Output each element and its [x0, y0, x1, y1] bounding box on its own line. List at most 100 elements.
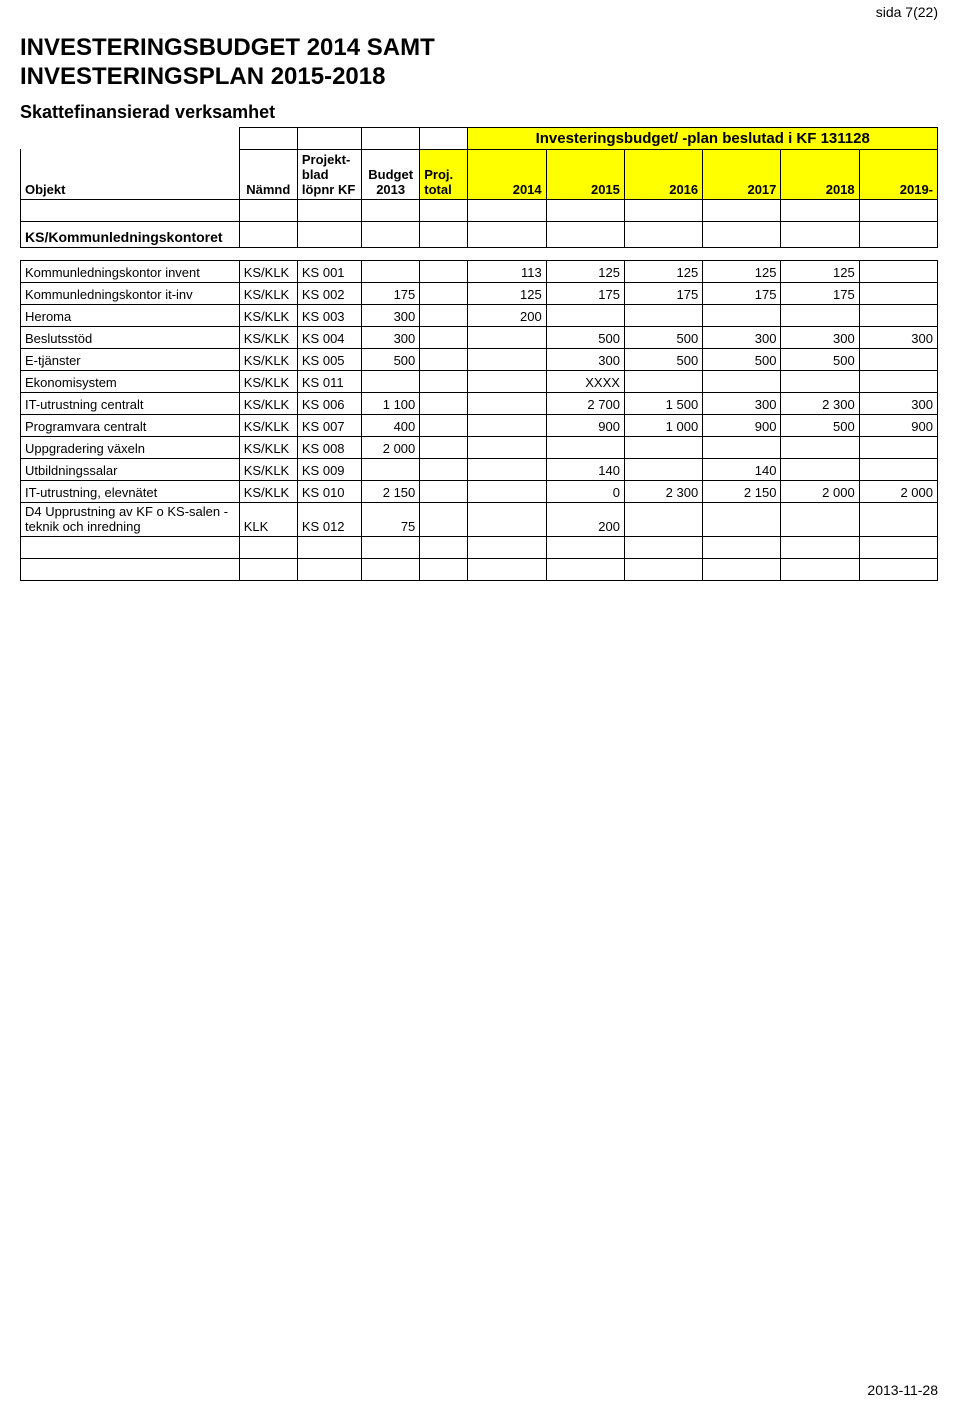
- table-cell: IT-utrustning, elevnätet: [21, 480, 240, 502]
- table-row-empty: [21, 537, 938, 559]
- table-cell: 500: [624, 326, 702, 348]
- table-cell: [468, 326, 546, 348]
- table-cell: 2 300: [781, 392, 859, 414]
- table-cell: [420, 392, 468, 414]
- banner-row: Investeringsbudget/ -plan beslutad i KF …: [21, 127, 938, 149]
- table-cell: [859, 537, 937, 559]
- table-cell: KS/KLK: [239, 458, 297, 480]
- table-row: D4 Upprustning av KF o KS-salen - teknik…: [21, 502, 938, 537]
- table-cell: 0: [546, 480, 624, 502]
- table-cell: KS/KLK: [239, 304, 297, 326]
- table-row: Kommunledningskontor it-invKS/KLKKS 0021…: [21, 282, 938, 304]
- table-row: HeromaKS/KLKKS 003300200: [21, 304, 938, 326]
- table-cell: [859, 370, 937, 392]
- table-cell: [239, 559, 297, 581]
- table-cell: 125: [703, 260, 781, 282]
- table-cell: 500: [546, 326, 624, 348]
- table-cell: KS/KLK: [239, 260, 297, 282]
- table-cell: 2 300: [624, 480, 702, 502]
- table-cell: 500: [624, 348, 702, 370]
- table-cell: 175: [781, 282, 859, 304]
- table-cell: [420, 304, 468, 326]
- table-cell: 300: [859, 326, 937, 348]
- table-cell: KS 011: [297, 370, 361, 392]
- table-cell: 300: [546, 348, 624, 370]
- table-cell: KS/KLK: [239, 282, 297, 304]
- spacer-row: [21, 199, 938, 221]
- col-2019: 2019-: [859, 149, 937, 199]
- table-cell: [781, 436, 859, 458]
- table-cell: 500: [362, 348, 420, 370]
- table-cell: KS/KLK: [239, 392, 297, 414]
- table-cell: XXXX: [546, 370, 624, 392]
- page: sida 7(22) INVESTERINGSBUDGET 2014 SAMT …: [0, 0, 960, 1418]
- table-cell: KS 001: [297, 260, 361, 282]
- table-cell: [21, 559, 240, 581]
- col-2018: 2018: [781, 149, 859, 199]
- table-cell: IT-utrustning centralt: [21, 392, 240, 414]
- table-cell: [859, 559, 937, 581]
- table-cell: [468, 537, 546, 559]
- table-cell: 1 000: [624, 414, 702, 436]
- table-cell: Beslutsstöd: [21, 326, 240, 348]
- table-cell: 400: [362, 414, 420, 436]
- table-cell: KS 006: [297, 392, 361, 414]
- table-cell: E-tjänster: [21, 348, 240, 370]
- table-cell: Uppgradering växeln: [21, 436, 240, 458]
- table-cell: [468, 458, 546, 480]
- table-cell: [624, 559, 702, 581]
- table-cell: [546, 537, 624, 559]
- table-cell: KS 004: [297, 326, 361, 348]
- table-cell: 900: [859, 414, 937, 436]
- table-cell: 175: [624, 282, 702, 304]
- table-cell: [781, 502, 859, 537]
- section-heading: KS/Kommunledningskontoret: [21, 221, 240, 247]
- table-cell: KLK: [239, 502, 297, 537]
- table-cell: KS 003: [297, 304, 361, 326]
- table-cell: 900: [546, 414, 624, 436]
- table-row: Uppgradering växelnKS/KLKKS 0082 000: [21, 436, 938, 458]
- table-cell: KS 002: [297, 282, 361, 304]
- table-cell: Kommunledningskontor it-inv: [21, 282, 240, 304]
- table-cell: [781, 559, 859, 581]
- table-cell: KS/KLK: [239, 436, 297, 458]
- col-2014: 2014: [468, 149, 546, 199]
- table-cell: 300: [781, 326, 859, 348]
- table-cell: 2 150: [362, 480, 420, 502]
- table-cell: [703, 502, 781, 537]
- table-cell: [420, 537, 468, 559]
- table-cell: KS 007: [297, 414, 361, 436]
- table-cell: 2 700: [546, 392, 624, 414]
- table-cell: [420, 348, 468, 370]
- col-budget: Budget 2013: [362, 149, 420, 199]
- table-cell: [781, 370, 859, 392]
- table-cell: 125: [781, 260, 859, 282]
- table-cell: 1 100: [362, 392, 420, 414]
- table-cell: 175: [546, 282, 624, 304]
- col-namnd: Nämnd: [239, 149, 297, 199]
- table-cell: KS 008: [297, 436, 361, 458]
- header-table: Investeringsbudget/ -plan beslutad i KF …: [20, 127, 938, 248]
- table-row: Programvara centraltKS/KLKKS 0074009001 …: [21, 414, 938, 436]
- table-cell: [362, 370, 420, 392]
- table-cell: KS 009: [297, 458, 361, 480]
- col-objekt: Objekt: [21, 149, 240, 199]
- table-cell: 300: [362, 326, 420, 348]
- table-row: BeslutsstödKS/KLKKS 00430050050030030030…: [21, 326, 938, 348]
- table-cell: 140: [703, 458, 781, 480]
- table-cell: 125: [624, 260, 702, 282]
- table-cell: [468, 392, 546, 414]
- table-cell: [781, 537, 859, 559]
- table-cell: [703, 370, 781, 392]
- table-cell: D4 Upprustning av KF o KS-salen - teknik…: [21, 502, 240, 537]
- table-cell: 2 000: [781, 480, 859, 502]
- col-proj-l1: Proj.: [424, 167, 453, 182]
- table-cell: 500: [781, 348, 859, 370]
- table-cell: [546, 304, 624, 326]
- table-cell: KS/KLK: [239, 370, 297, 392]
- table-cell: 175: [703, 282, 781, 304]
- table-cell: 200: [546, 502, 624, 537]
- table-cell: 175: [362, 282, 420, 304]
- footer-date: 2013-11-28: [867, 1382, 938, 1398]
- table-cell: [420, 559, 468, 581]
